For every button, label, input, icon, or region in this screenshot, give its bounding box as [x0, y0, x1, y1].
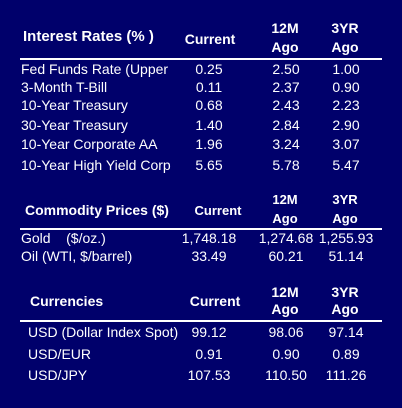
table-row: Gold ($/oz.) 1,748.18 1,274.68 1,255.93	[0, 229, 402, 247]
table-row: 3-Month T-Bill 0.11 2.37 0.90	[0, 78, 402, 96]
value-12m-ago: 2.50	[272, 61, 300, 77]
table-row: USD/EUR 0.91 0.90 0.89	[0, 345, 402, 363]
col-header-3yr: 3YR	[331, 284, 359, 300]
table-row: 30-Year Treasury 1.40 2.84 2.90	[0, 116, 402, 134]
col-header-current: Current	[189, 293, 241, 309]
row-label: USD/EUR	[28, 346, 92, 362]
value-current: 33.49	[191, 248, 227, 264]
header-divider	[20, 58, 382, 60]
col-header-3yr-ago: Ago	[331, 301, 359, 317]
col-header-12m: 12M	[271, 284, 299, 300]
value-3yr-ago: 111.26	[325, 367, 367, 383]
row-label: USD (Dollar Index Spot)	[28, 324, 179, 340]
value-3yr-ago: 1,255.93	[318, 230, 374, 246]
value-3yr-ago: 1.00	[332, 61, 360, 77]
col-header-12m: 12M	[272, 192, 298, 207]
value-3yr-ago: 5.47	[332, 157, 360, 173]
value-3yr-ago: 2.90	[332, 117, 360, 133]
table-row: Oil (WTI, $/barrel) 33.49 60.21 51.14	[0, 247, 402, 265]
col-header-12m: 12M	[271, 20, 299, 36]
header-divider	[20, 228, 382, 230]
col-header-current: Current	[184, 31, 236, 47]
section-title: Commodity Prices ($)	[25, 202, 169, 218]
table-row: 10-Year High Yield Corp 5.65 5.78 5.47	[0, 156, 402, 174]
value-current: 0.25	[195, 61, 223, 77]
value-current: 5.65	[195, 157, 223, 173]
table-row: USD/JPY 107.53 110.50 111.26	[0, 366, 402, 384]
value-3yr-ago: 51.14	[328, 248, 364, 264]
col-header-current: Current	[194, 203, 242, 218]
row-label: Fed Funds Rate (Upper	[21, 61, 169, 77]
value-12m-ago: 2.43	[272, 97, 300, 113]
value-current: 1,748.18	[181, 230, 237, 246]
value-3yr-ago: 3.07	[332, 136, 360, 152]
value-12m-ago: 0.90	[272, 346, 300, 362]
row-label: 10-Year Corporate AA	[21, 136, 158, 152]
col-header-12m-ago: Ago	[271, 301, 299, 317]
value-3yr-ago: 97.14	[328, 324, 364, 340]
value-12m-ago: 3.24	[272, 136, 300, 152]
section-title: Interest Rates (% )	[23, 28, 154, 45]
value-3yr-ago: 2.23	[332, 97, 360, 113]
value-current: 0.91	[195, 346, 223, 362]
value-current: 1.40	[195, 117, 223, 133]
col-header-12m-ago: Ago	[271, 39, 299, 55]
col-header-3yr: 3YR	[332, 192, 358, 207]
col-header-3yr-ago: Ago	[331, 39, 359, 55]
value-12m-ago: 1,274.68	[258, 230, 314, 246]
section-title: Currencies	[30, 293, 104, 309]
value-current: 107.53	[187, 367, 231, 383]
row-label: Gold ($/oz.)	[21, 230, 106, 246]
row-label: 3-Month T-Bill	[21, 79, 108, 95]
row-label: Oil (WTI, $/barrel)	[21, 248, 133, 264]
table-row: 10-Year Treasury 0.68 2.43 2.23	[0, 96, 402, 114]
value-current: 99.12	[191, 324, 227, 340]
value-current: 0.68	[195, 97, 223, 113]
col-header-12m-ago: Ago	[272, 211, 298, 226]
value-3yr-ago: 0.90	[332, 79, 360, 95]
value-3yr-ago: 0.89	[332, 346, 360, 362]
value-current: 1.96	[195, 136, 223, 152]
col-header-3yr: 3YR	[331, 20, 359, 36]
row-label: 10-Year High Yield Corp	[21, 157, 171, 173]
value-12m-ago: 5.78	[272, 157, 300, 173]
value-12m-ago: 2.37	[272, 79, 300, 95]
row-label: USD/JPY	[28, 367, 88, 383]
value-12m-ago: 110.50	[265, 367, 307, 383]
value-12m-ago: 60.21	[268, 248, 304, 264]
header-divider	[20, 320, 382, 322]
table-row: 10-Year Corporate AA 1.96 3.24 3.07	[0, 135, 402, 153]
row-label: 10-Year Treasury	[21, 97, 128, 113]
row-label: 30-Year Treasury	[21, 117, 128, 133]
value-current: 0.11	[195, 79, 223, 95]
table-row: Fed Funds Rate (Upper 0.25 2.50 1.00	[0, 60, 402, 78]
col-header-3yr-ago: Ago	[332, 211, 358, 226]
value-12m-ago: 98.06	[268, 324, 304, 340]
value-12m-ago: 2.84	[272, 117, 300, 133]
table-row: USD (Dollar Index Spot) 99.12 98.06 97.1…	[0, 323, 402, 341]
